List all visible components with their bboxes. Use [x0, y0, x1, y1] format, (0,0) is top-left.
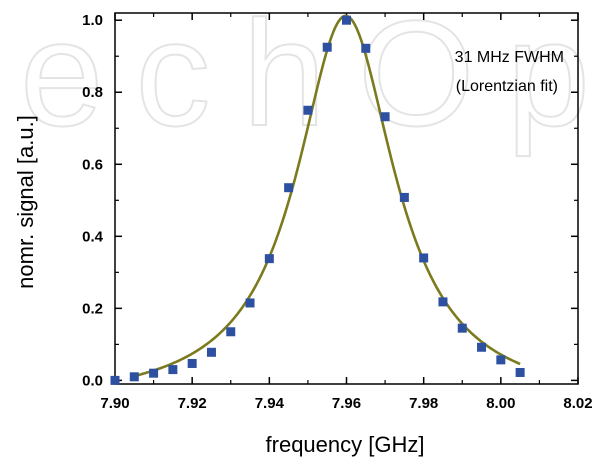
x-tick-label: 8.02	[563, 395, 592, 412]
data-point	[206, 347, 216, 357]
data-point	[110, 375, 120, 385]
x-tick-label: 7.92	[178, 395, 207, 412]
y-tick-label: 0.8	[82, 84, 103, 101]
annotation-fwhm: 31 MHz FWHM	[455, 49, 564, 66]
plot-area: 7.90 7.92 7.94 7.96 7.98 8.00 8.02 0.0 0.2 0.4 0.6…	[82, 12, 592, 412]
data-point	[515, 367, 525, 377]
y-tick-label: 0.6	[82, 156, 103, 173]
data-point	[361, 43, 371, 53]
data-point	[477, 342, 487, 352]
data-point	[245, 298, 255, 308]
data-point	[226, 327, 236, 337]
x-tick-label: 7.96	[332, 395, 361, 412]
x-tick-label: 7.98	[409, 395, 438, 412]
y-tick-label: 0.0	[82, 372, 103, 389]
x-tick-label: 7.94	[255, 395, 285, 412]
y-tick-label: 0.4	[82, 228, 104, 245]
data-point	[419, 253, 429, 263]
data-point	[303, 105, 313, 115]
y-tick-label: 0.2	[82, 300, 103, 317]
x-tick-label: 8.00	[486, 395, 515, 412]
data-point	[438, 297, 448, 307]
data-point	[457, 323, 467, 333]
data-point	[399, 192, 409, 202]
annotation-fit: (Lorentzian fit)	[456, 78, 558, 95]
data-point	[187, 358, 197, 368]
data-point	[129, 372, 139, 382]
data-point	[168, 365, 178, 375]
x-axis-title: frequency [GHz]	[266, 432, 425, 457]
data-point	[496, 355, 506, 365]
data-point	[264, 254, 274, 264]
data-point	[322, 42, 332, 52]
data-point	[342, 15, 351, 25]
y-tick-label: 1.0	[82, 12, 103, 29]
y-axis-title: nomr. signal [a.u.]	[13, 115, 38, 289]
data-point	[380, 112, 390, 122]
x-tick-label: 7.90	[100, 395, 129, 412]
data-point	[149, 368, 159, 378]
data-point	[284, 183, 294, 193]
